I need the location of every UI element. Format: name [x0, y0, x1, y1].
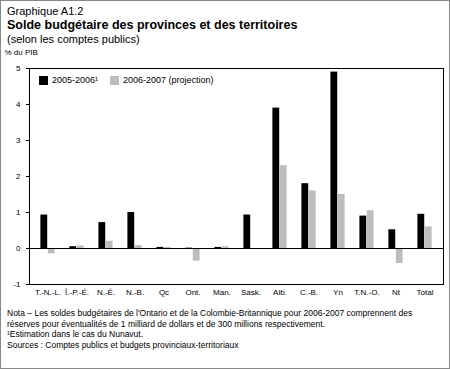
- svg-text:Alb.: Alb.: [273, 288, 287, 297]
- svg-text:C.-B.: C.-B.: [300, 288, 318, 297]
- svg-text:-1: -1: [13, 280, 21, 289]
- svg-text:Qc: Qc: [159, 288, 169, 297]
- svg-text:Total: Total: [417, 288, 434, 297]
- html-text:¹Estimation dans le cas du Nun: ¹Estimation dans le cas du Nunavut.: [7, 329, 144, 339]
- svg-text:T.N.-O.: T.N.-O.: [354, 288, 379, 297]
- html-text:2006-2007 (projection): 2006-2007 (projection): [123, 75, 214, 85]
- html-text:Solde budgétaire des provinces: Solde budgétaire des provinces et des te…: [7, 18, 298, 32]
- html-text:Graphique A1.2: Graphique A1.2: [7, 5, 84, 17]
- svg-text:Sask.: Sask.: [241, 288, 261, 297]
- svg-text:N.-B.: N.-B.: [126, 288, 144, 297]
- svg-text:0: 0: [16, 244, 21, 253]
- svg-text:3: 3: [16, 136, 21, 145]
- svg-text:Ont.: Ont.: [185, 288, 200, 297]
- svg-text:1: 1: [16, 208, 21, 217]
- html-text:Sources : Comptes publics et b: Sources : Comptes publics et budgets pro…: [7, 339, 239, 350]
- html-text:2005-2006¹: 2005-2006¹: [52, 75, 98, 85]
- html-text:Nota – Les soldes budgétaires: Nota – Les soldes budgétaires de l'Ontar…: [7, 308, 413, 329]
- html-text:(selon les comptes publics): (selon les comptes publics): [7, 33, 140, 45]
- svg-text:5: 5: [16, 64, 21, 73]
- svg-text:2: 2: [16, 172, 21, 181]
- svg-text:Nt: Nt: [392, 288, 401, 297]
- svg-text:Yn: Yn: [333, 288, 343, 297]
- svg-text:4: 4: [16, 100, 21, 109]
- svg-text:% du PIB: % du PIB: [5, 48, 38, 57]
- svg-text:Man.: Man.: [213, 288, 231, 297]
- svg-text:Î.-P.-É.: Î.-P.-É.: [64, 288, 89, 297]
- svg-text:T.-N.-L.: T.-N.-L.: [35, 288, 61, 297]
- svg-text:N.-É.: N.-É.: [97, 288, 115, 297]
